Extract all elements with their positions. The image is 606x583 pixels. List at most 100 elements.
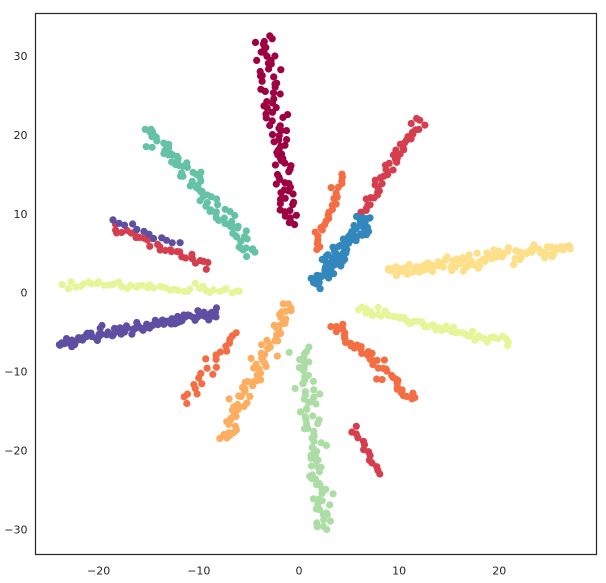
scatter-point xyxy=(326,517,334,525)
scatter-point xyxy=(439,263,447,271)
scatter-point xyxy=(242,227,250,235)
scatter-point xyxy=(188,177,196,185)
scatter-point xyxy=(158,234,166,242)
scatter-point xyxy=(247,354,255,362)
scatter-point xyxy=(273,170,282,179)
scatter-point xyxy=(123,284,131,293)
scatter-point xyxy=(270,73,278,81)
scatter-point xyxy=(285,348,293,356)
scatter-point xyxy=(120,221,129,229)
scatter-point xyxy=(115,219,123,227)
scatter-point xyxy=(465,251,473,259)
scatter-point xyxy=(316,506,324,514)
scatter-point xyxy=(221,219,229,228)
scatter-point xyxy=(271,52,279,60)
scatter-point xyxy=(332,328,340,336)
scatter-point xyxy=(286,207,294,215)
scatter-point xyxy=(451,263,459,271)
scatter-point xyxy=(528,248,536,256)
scatter-point xyxy=(195,374,203,382)
y-tick-label: 0 xyxy=(21,287,28,300)
scatter-point xyxy=(282,127,291,135)
scatter-point xyxy=(378,376,386,384)
scatter-point xyxy=(68,343,76,351)
scatter-point xyxy=(142,143,150,151)
scatter-point xyxy=(229,229,237,237)
scatter-point xyxy=(253,56,261,64)
scatter-point xyxy=(566,245,575,253)
scatter-point xyxy=(262,110,270,118)
scatter-point xyxy=(266,32,274,40)
scatter-point xyxy=(311,228,319,236)
scatter-point xyxy=(305,398,313,406)
scatter-point xyxy=(193,390,201,398)
scatter-point xyxy=(141,125,149,133)
scatter-point xyxy=(180,393,188,401)
scatter-point xyxy=(173,248,181,256)
scatter-point xyxy=(214,201,222,209)
scatter-point xyxy=(378,180,386,188)
y-tick-label: −30 xyxy=(4,523,27,536)
scatter-point xyxy=(338,170,346,178)
scatter-point xyxy=(128,330,136,338)
scatter-point xyxy=(358,349,366,357)
scatter-point xyxy=(443,253,451,261)
scatter-point xyxy=(270,95,278,103)
scatter-point xyxy=(220,214,228,222)
scatter-point xyxy=(411,394,419,402)
scatter-point xyxy=(96,324,104,332)
scatter-point xyxy=(413,114,421,122)
scatter-point xyxy=(421,121,429,129)
scatter-point xyxy=(350,221,358,230)
scatter-point xyxy=(483,249,491,257)
scatter-point xyxy=(468,257,476,265)
scatter-point xyxy=(240,233,249,241)
scatter-point xyxy=(58,281,66,289)
scatter-point xyxy=(67,278,75,286)
scatter-point xyxy=(213,195,221,203)
y-tick-label: −10 xyxy=(4,366,27,379)
scatter-point xyxy=(389,166,397,174)
scatter-point xyxy=(243,252,251,261)
scatter-point xyxy=(312,457,320,465)
scatter-point xyxy=(228,289,236,297)
scatter-point xyxy=(309,412,317,420)
scatter-point xyxy=(148,143,156,151)
scatter-point xyxy=(240,402,248,410)
scatter-point xyxy=(203,364,211,372)
scatter-point xyxy=(178,169,186,177)
scatter-point xyxy=(307,454,315,462)
scatter-point xyxy=(157,282,165,291)
scatter-point xyxy=(268,131,277,139)
scatter-point xyxy=(299,380,307,388)
scatter-point xyxy=(292,211,300,219)
scatter-point xyxy=(453,255,461,263)
scatter-point xyxy=(473,249,481,257)
scatter-point xyxy=(314,420,322,428)
scatter-point xyxy=(264,345,272,353)
scatter-point xyxy=(100,281,108,289)
scatter-point xyxy=(329,243,337,251)
y-tick-label: 10 xyxy=(14,208,28,221)
scatter-point xyxy=(280,186,288,194)
scatter-point xyxy=(209,370,217,378)
scatter-point xyxy=(180,287,188,296)
scatter-point xyxy=(273,352,281,360)
scatter-point xyxy=(324,251,332,259)
scatter-point xyxy=(504,244,513,252)
scatter-point xyxy=(251,38,260,47)
scatter-point xyxy=(332,189,340,197)
scatter-point xyxy=(368,349,376,357)
scatter-point xyxy=(256,67,264,76)
scatter-point xyxy=(129,220,137,228)
scatter-point xyxy=(318,489,326,497)
y-tick-label: 30 xyxy=(14,50,28,63)
scatter-point xyxy=(541,249,549,257)
scatter-point xyxy=(202,355,210,363)
x-tick-label: 20 xyxy=(492,565,506,578)
scatter-point xyxy=(216,287,224,296)
scatter-point xyxy=(299,366,307,374)
scatter-point xyxy=(150,234,158,243)
scatter-point xyxy=(225,395,233,403)
scatter-point xyxy=(246,392,254,400)
